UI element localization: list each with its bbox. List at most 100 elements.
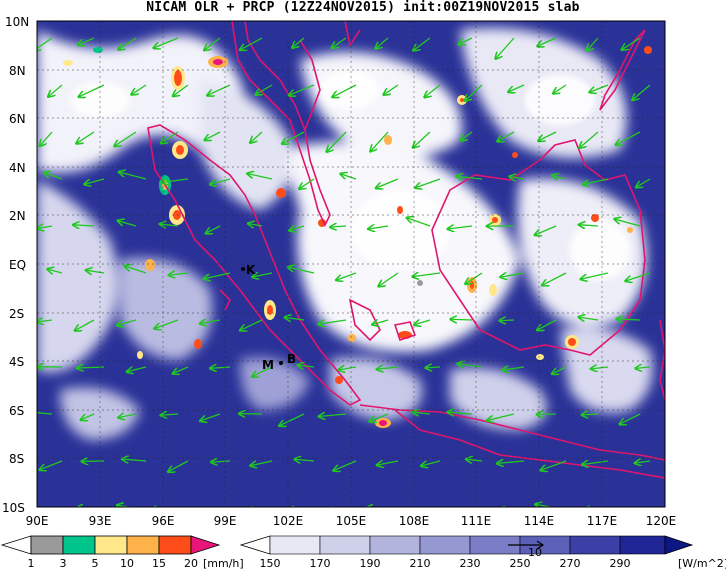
wind-vector <box>173 84 189 96</box>
wind-vector <box>73 225 95 226</box>
olr-tick: 230 <box>460 557 481 570</box>
wind-vector <box>339 367 357 370</box>
precip-colorbar-high-cap <box>190 535 221 555</box>
lon-label: 108E <box>399 514 430 528</box>
wind-vector <box>535 225 557 235</box>
wind-vector <box>37 320 53 322</box>
lon-axis-labels: 90E 93E 96E 99E 102E 105E 108E 111E 114E… <box>26 514 677 528</box>
wind-vector <box>327 131 347 152</box>
wind-vector <box>200 320 221 324</box>
wind-vector <box>377 461 399 465</box>
wind-vector <box>625 508 640 512</box>
wind-vector <box>497 131 515 141</box>
wind-vector <box>288 267 315 274</box>
lat-label: 10N <box>5 15 29 29</box>
wind-vector <box>583 178 609 184</box>
wind-vector <box>210 367 231 368</box>
wind-vector <box>118 414 137 418</box>
precip-tick: 20 <box>184 557 198 570</box>
wind-vector <box>81 413 95 420</box>
wind-vector <box>77 367 105 368</box>
wind-vector <box>37 226 53 228</box>
precip-swatch <box>126 535 160 555</box>
wind-vector <box>114 131 137 146</box>
olr-tick: 150 <box>260 557 281 570</box>
wind-vector <box>240 37 263 50</box>
lon-label: 114E <box>524 514 555 528</box>
wind-vector <box>44 173 63 180</box>
map-title: NICAM OLR + PRCP (12Z24NOV2015) init:00Z… <box>146 0 580 15</box>
wind-vector <box>458 364 483 367</box>
olr-unit: [W/m^2] <box>678 557 726 570</box>
wind-vector <box>552 175 567 179</box>
wind-vector <box>248 508 262 511</box>
wind-vector <box>341 174 357 179</box>
olr-colorbar: 150 170 190 210 230 250 270 290 [W/m^2] … <box>239 535 726 570</box>
wind-vector <box>465 272 483 284</box>
wind-vector <box>150 508 178 510</box>
wind-vector <box>413 131 431 147</box>
wind-vector <box>299 178 315 189</box>
wind-vector <box>413 412 431 414</box>
wind-vector <box>426 367 441 368</box>
olr-tick: 290 <box>610 557 631 570</box>
lat-label: 8N <box>9 64 26 78</box>
reference-vector-arrowhead <box>536 540 545 550</box>
wind-vector <box>377 367 399 369</box>
wind-vector <box>407 218 431 227</box>
wind-vector <box>448 412 473 414</box>
wind-vector <box>449 508 472 513</box>
lat-label: 2N <box>9 209 26 223</box>
wind-vector <box>384 84 399 95</box>
lat-label: 6N <box>9 112 26 126</box>
wind-vector <box>499 508 514 511</box>
olr-tick: 190 <box>360 557 381 570</box>
wind-vector <box>247 174 273 180</box>
wind-vector <box>626 272 651 281</box>
wind-vector <box>376 178 399 188</box>
coastlines <box>147 21 665 479</box>
wind-vector <box>579 225 599 226</box>
wind-vector <box>368 226 389 229</box>
precip-tick: 10 <box>120 557 134 570</box>
wind-vector <box>253 273 273 277</box>
place-label-k: K <box>246 263 256 277</box>
wind-vector <box>539 131 557 141</box>
wind-vector <box>173 366 189 374</box>
wind-vector <box>457 176 483 179</box>
wind-vector <box>581 272 609 279</box>
lat-label: 8S <box>9 452 24 466</box>
precip-tick: 15 <box>152 557 166 570</box>
wind-vector <box>240 319 263 330</box>
wind-vector <box>48 269 63 273</box>
wind-vector <box>168 460 189 472</box>
wind-vector <box>251 460 273 466</box>
wind-vector <box>298 365 315 367</box>
wind-vector <box>289 226 305 231</box>
wind-vector <box>590 84 609 92</box>
wind-vector <box>413 273 441 277</box>
lon-label: 90E <box>26 514 49 528</box>
wind-vector <box>421 460 441 466</box>
wind-vector <box>119 172 147 180</box>
wind-vector <box>379 272 399 286</box>
wind-vector <box>169 273 189 275</box>
wind-vector <box>289 84 315 95</box>
wind-vector <box>76 131 95 143</box>
place-marker-b <box>279 361 283 365</box>
wind-vector <box>78 37 95 45</box>
wind-vector <box>620 413 641 424</box>
plot-frame <box>36 20 666 508</box>
lat-label: EQ <box>9 258 26 272</box>
wind-vector <box>487 413 515 420</box>
wind-vector <box>288 508 304 510</box>
place-marker-k <box>241 267 245 271</box>
wind-vector <box>552 366 567 374</box>
precip-swatch <box>62 535 96 555</box>
olr-tick: 270 <box>560 557 581 570</box>
wind-vector <box>318 319 347 324</box>
wind-vector <box>535 504 555 507</box>
wind-vector <box>451 319 473 320</box>
lon-label: 105E <box>336 514 367 528</box>
wind-vector <box>580 131 599 148</box>
